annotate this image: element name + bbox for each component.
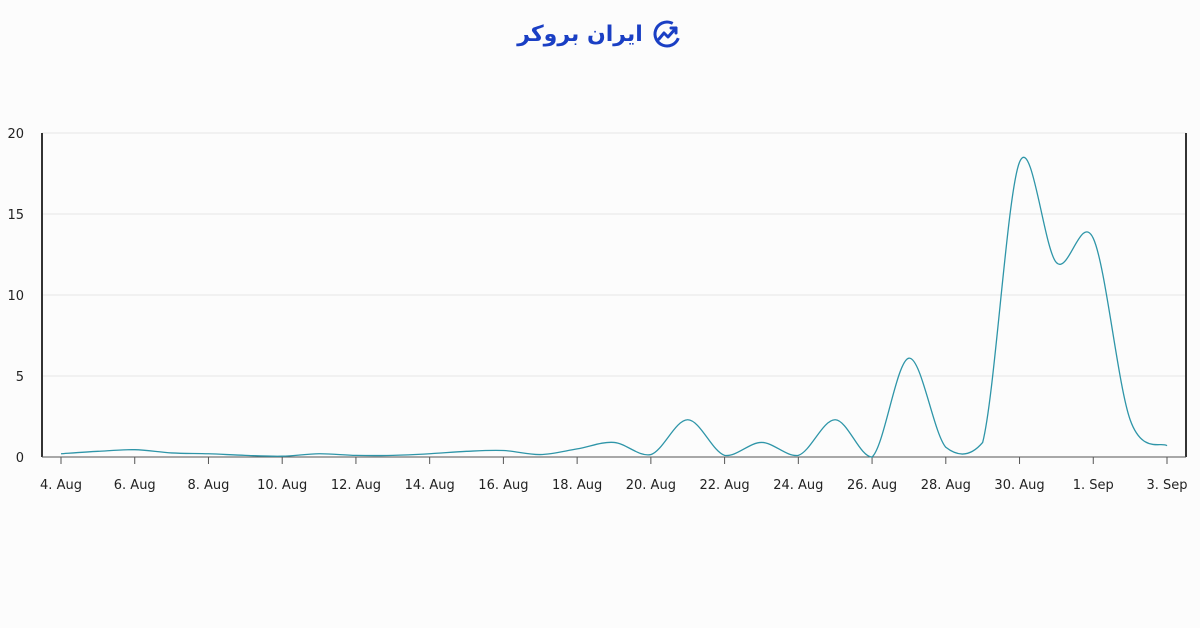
brand-logo: ایران بروکر	[0, 18, 1200, 50]
x-tick-label: 12. Aug	[331, 478, 381, 493]
x-tick-label: 22. Aug	[699, 478, 749, 493]
y-tick-label: 10	[7, 289, 24, 304]
x-tick-label: 18. Aug	[552, 478, 602, 493]
y-tick-label: 15	[7, 208, 24, 223]
y-tick-label: 0	[16, 451, 24, 466]
growth-chart-icon	[653, 20, 681, 48]
brand-name: ایران بروکر	[517, 21, 643, 47]
x-tick-label: 16. Aug	[478, 478, 528, 493]
x-tick-label: 28. Aug	[921, 478, 971, 493]
x-tick-label: 1. Sep	[1073, 478, 1114, 493]
x-tick-label: 26. Aug	[847, 478, 897, 493]
y-tick-label: 5	[16, 370, 24, 385]
x-tick-label: 14. Aug	[405, 478, 455, 493]
x-tick-label: 30. Aug	[994, 478, 1044, 493]
x-tick-label: 20. Aug	[626, 478, 676, 493]
x-tick-label: 6. Aug	[114, 478, 156, 493]
x-tick-label: 24. Aug	[773, 478, 823, 493]
x-tick-label: 10. Aug	[257, 478, 307, 493]
x-tick-label: 8. Aug	[188, 478, 230, 493]
x-tick-label: 3. Sep	[1146, 478, 1187, 493]
y-tick-label: 20	[7, 127, 24, 142]
series-line	[60, 157, 1168, 458]
x-tick-label: 4. Aug	[40, 478, 82, 493]
